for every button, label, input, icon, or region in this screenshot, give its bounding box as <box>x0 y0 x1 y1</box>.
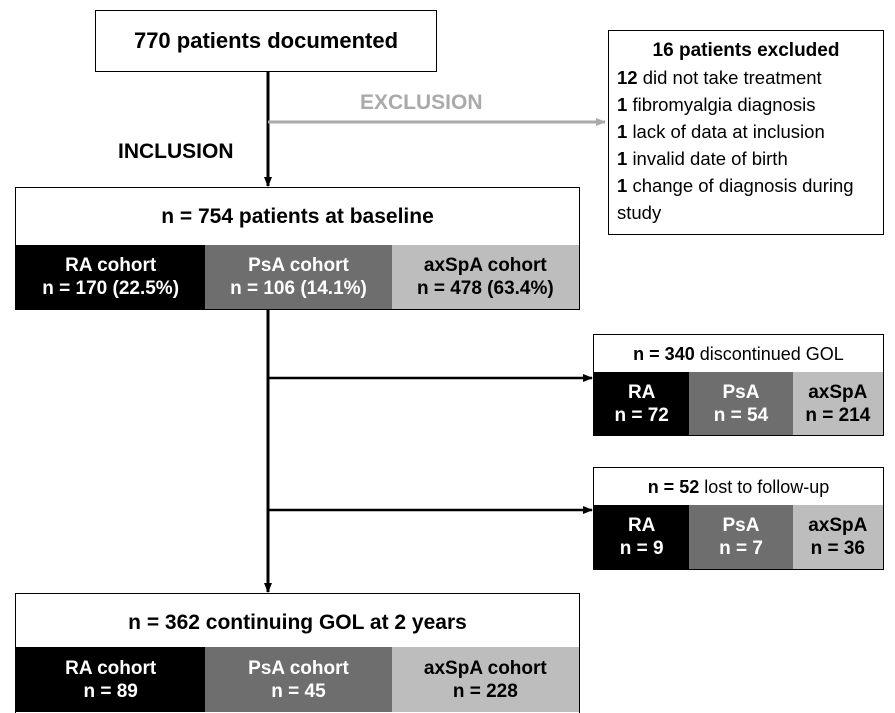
item-count: 1 <box>617 94 628 115</box>
cohort-n: n = 9 <box>619 538 664 559</box>
cohort-n: n = 36 <box>810 538 866 559</box>
cohort-n: n = 106 (14.1%) <box>230 278 367 299</box>
cohort-cell: RA n = 72 <box>594 372 690 435</box>
item-text: lack of data at inclusion <box>632 121 825 142</box>
item-text: invalid date of birth <box>632 148 788 169</box>
final-title: n = 362 continuing GOL at 2 years <box>128 611 467 634</box>
cohort-cell: axSpA n = 214 <box>792 372 883 435</box>
cohort-cell: PsA cohort n = 106 (14.1%) <box>205 245 392 309</box>
cohort-cell: axSpA cohort n = 478 (63.4%) <box>391 245 579 309</box>
cohort-cell: PsA n = 7 <box>689 505 793 569</box>
cohort-cell: RA cohort n = 170 (22.5%) <box>16 245 206 309</box>
cohort-row: RA cohort n = 170 (22.5%) PsA cohort n = 10… <box>16 245 579 309</box>
top-box: 770 patients documented <box>95 10 437 72</box>
baseline-box: n = 754 patients at baseline RA cohort n … <box>15 187 580 310</box>
cohort-n: n = 72 <box>614 404 669 426</box>
item-count: 1 <box>617 175 628 196</box>
cohort-cell: RA n = 9 <box>594 505 690 569</box>
cohort-name: PsA cohort <box>248 657 349 679</box>
text: discontinued GOL <box>699 343 844 364</box>
cohort-row: RA n = 72 PsA n = 54 axSpA n = 214 <box>594 372 883 435</box>
item-text: change of diagnosis during study <box>617 175 854 223</box>
item-count: 12 <box>617 67 638 88</box>
cohort-cell: axSpA n = 36 <box>792 505 883 569</box>
discontinued-box: n = 340 discontinued GOL RA n = 72 PsA n = … <box>593 334 884 436</box>
baseline-title: n = 754 patients at baseline <box>161 204 434 228</box>
item-count: 1 <box>617 148 628 169</box>
cohort-cell: PsA n = 54 <box>689 372 793 435</box>
cohort-n: n = 214 <box>805 404 871 426</box>
inclusion-label: INCLUSION <box>118 140 234 163</box>
exclusion-box: 16 patients excluded 12 did not take tre… <box>608 30 884 235</box>
exclusion-title: 16 patients excluded <box>652 40 840 61</box>
cohort-name: PsA <box>722 381 760 403</box>
cohort-cell: axSpA cohort n = 228 <box>391 647 579 712</box>
exclusion-label: EXCLUSION <box>360 91 483 114</box>
exclusion-item: 1 fibromyalgia diagnosis <box>617 91 875 118</box>
cohort-name: RA <box>627 515 656 536</box>
cohort-n: n = 54 <box>713 404 769 426</box>
final-box: n = 362 continuing GOL at 2 years RA coh… <box>15 593 580 713</box>
item-text: did not take treatment <box>642 67 822 88</box>
exclusion-list: 12 did not take treatment 1 fibromyalgia … <box>617 64 875 226</box>
cohort-n: n = 478 (63.4%) <box>416 278 554 299</box>
cohort-name: RA <box>627 381 656 403</box>
cohort-name: axSpA cohort <box>423 255 547 276</box>
cohort-name: RA cohort <box>65 657 157 679</box>
exclusion-item: 12 did not take treatment <box>617 64 875 91</box>
cohort-name: PsA cohort <box>248 255 349 276</box>
text: lost to follow-up <box>704 476 830 497</box>
item-text: fibromyalgia diagnosis <box>632 94 816 115</box>
cohort-n: n = 170 (22.5%) <box>42 278 180 299</box>
lost-box: n = 52 lost to follow-up RA n = 9 PsA n = 7… <box>593 467 884 570</box>
cohort-name: axSpA <box>808 381 868 403</box>
item-count: 1 <box>617 121 628 142</box>
cohort-n: n = 89 <box>83 680 138 702</box>
exclusion-item: 1 invalid date of birth <box>617 145 875 172</box>
exclusion-item: 1 lack of data at inclusion <box>617 118 875 145</box>
cohort-n: n = 45 <box>271 680 326 702</box>
cohort-row: RA n = 9 PsA n = 7 axSpA n = 36 <box>594 505 883 569</box>
cohort-cell: RA cohort n = 89 <box>16 647 206 712</box>
cohort-name: RA cohort <box>65 255 157 276</box>
exclusion-item: 1 change of diagnosis during study <box>617 172 875 226</box>
cohort-name: axSpA cohort <box>423 657 547 679</box>
cohort-cell: PsA cohort n = 45 <box>205 647 392 712</box>
cohort-n: n = 228 <box>452 680 518 702</box>
lost-title: n = 52 lost to follow-up <box>594 468 883 506</box>
cohort-n: n = 7 <box>719 538 763 559</box>
cohort-name: axSpA <box>808 515 868 536</box>
count: n = 340 <box>633 343 695 364</box>
count: n = 52 <box>647 476 700 497</box>
discontinued-title: n = 340 discontinued GOL <box>594 335 883 373</box>
cohort-row: RA cohort n = 89 PsA cohort n = 45 axSpA coh… <box>16 647 579 712</box>
cohort-name: PsA <box>722 515 760 536</box>
